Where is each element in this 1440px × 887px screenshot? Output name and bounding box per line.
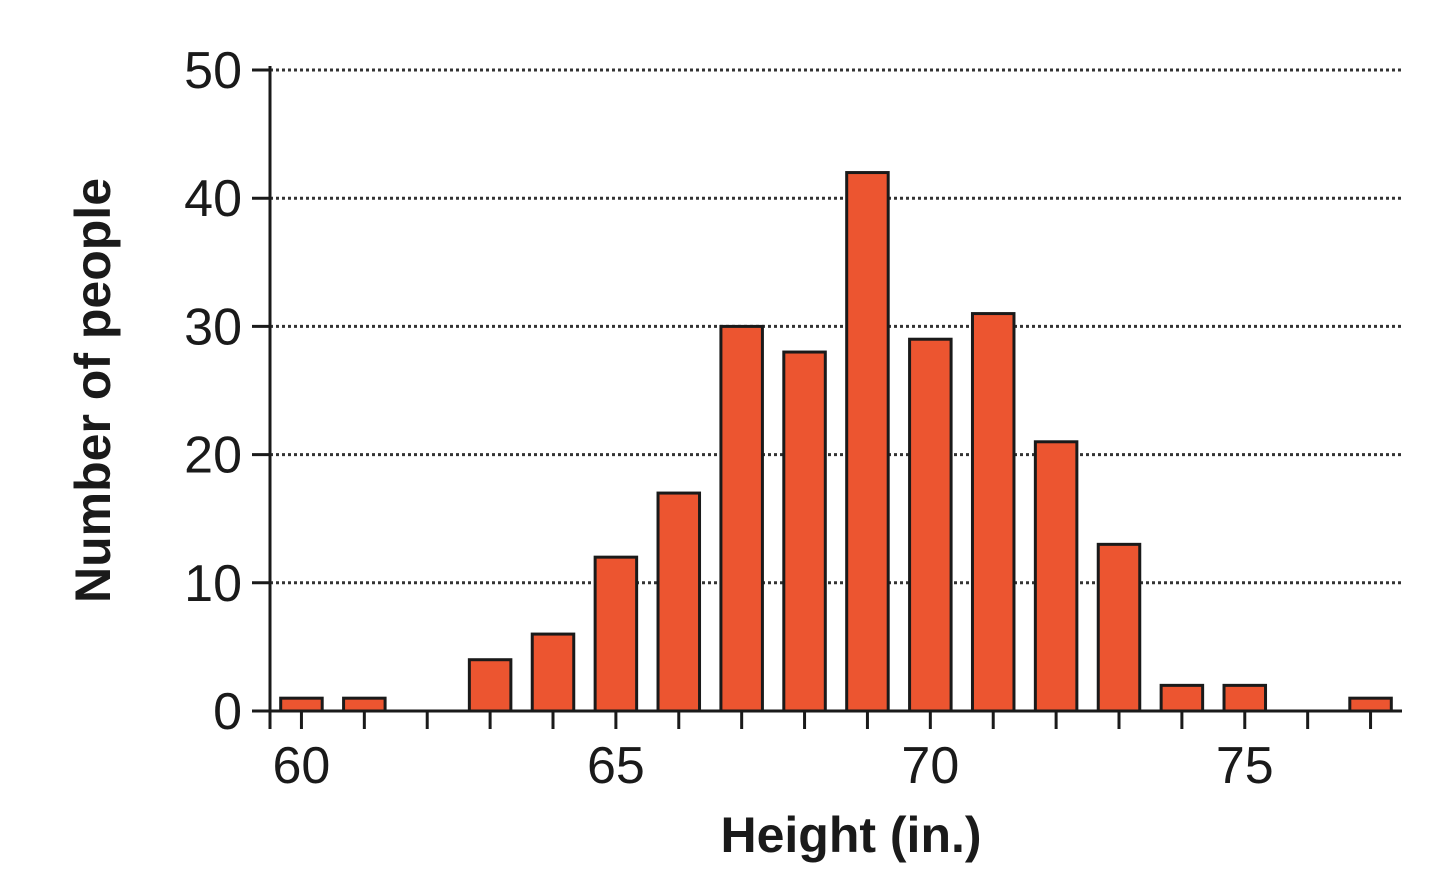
bar-73 xyxy=(1096,542,1142,713)
x-tick-label-60: 60 xyxy=(273,737,331,795)
bar-75 xyxy=(1222,683,1268,713)
bar-67 xyxy=(719,324,764,713)
y-tick-label-20: 20 xyxy=(184,427,242,485)
gridlines xyxy=(270,68,1402,585)
bar-60 xyxy=(279,696,324,713)
bar-72 xyxy=(1033,440,1079,713)
y-tick-label-50: 50 xyxy=(184,42,242,100)
y-tick-label-10: 10 xyxy=(184,555,242,613)
bar-65 xyxy=(593,555,639,713)
x-tick-label-65: 65 xyxy=(587,737,645,795)
y-tick-label-0: 0 xyxy=(213,683,242,741)
bar-63 xyxy=(467,658,513,713)
y-axis-title: Number of people xyxy=(65,178,121,603)
bar-61 xyxy=(342,696,387,713)
y-tick-label-30: 30 xyxy=(184,298,242,356)
bar-64 xyxy=(530,632,576,713)
bar-66 xyxy=(656,491,702,713)
bar-71 xyxy=(970,312,1016,713)
bar-77 xyxy=(1348,696,1393,713)
y-tick-label-40: 40 xyxy=(184,170,242,228)
bar-68 xyxy=(782,350,827,713)
x-tick-label-70: 70 xyxy=(901,737,959,795)
bar-69 xyxy=(845,171,890,713)
y-ticks: 0 10 20 30 40 50 xyxy=(184,42,270,741)
bar-74 xyxy=(1159,683,1205,713)
bar-70 xyxy=(908,337,953,713)
x-tick-label-75: 75 xyxy=(1216,737,1274,795)
x-axis-title: Height (in.) xyxy=(720,807,981,863)
axes xyxy=(252,66,1402,729)
x-ticks: 60 65 70 75 xyxy=(273,711,1373,795)
bars xyxy=(279,171,1393,713)
